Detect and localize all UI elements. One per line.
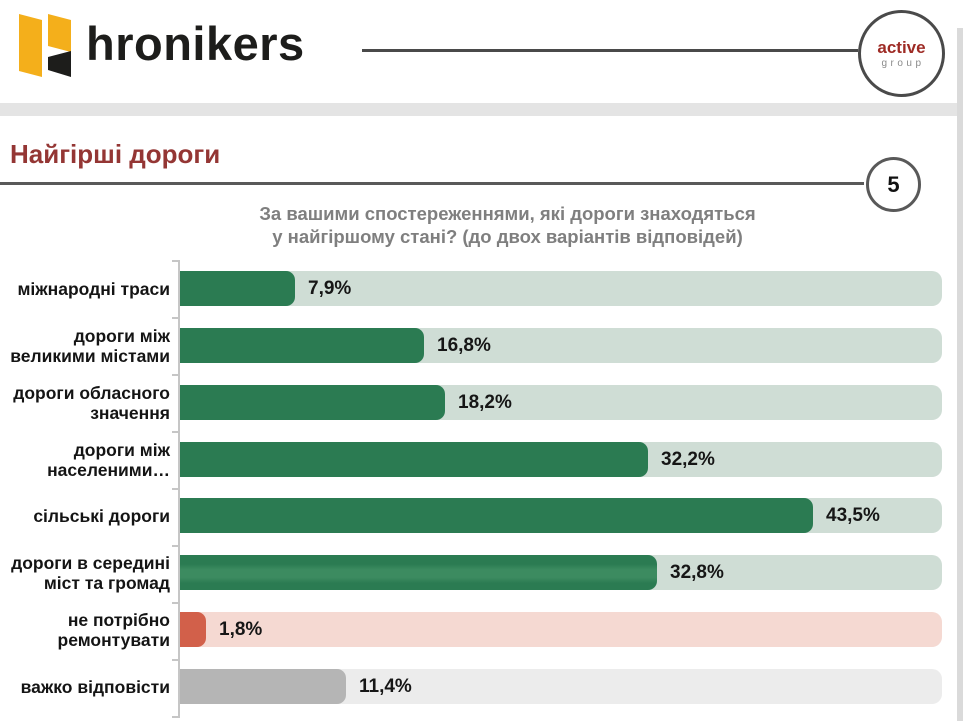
chart-row: сільські дороги 43,5% — [0, 498, 963, 533]
partner-name: active — [877, 37, 926, 57]
category-label: дороги в середині міст та громад — [11, 552, 170, 593]
axis-tick — [172, 260, 179, 262]
category-label: дороги між великими містами — [10, 325, 170, 366]
value-label: 18,2% — [458, 391, 512, 413]
chart-subtitle-line-1: За вашими спостереженнями, які дороги зн… — [259, 203, 756, 224]
chart-row: дороги обласного значення 18,2% — [0, 382, 963, 423]
y-axis-line — [178, 260, 180, 718]
page-number: 5 — [887, 171, 900, 197]
axis-tick — [172, 659, 179, 661]
category-label: сільські дороги — [33, 505, 170, 526]
value-label: 32,2% — [661, 448, 715, 470]
category-label: міжнародні траси — [17, 278, 170, 299]
value-label: 16,8% — [437, 334, 491, 356]
value-label: 43,5% — [826, 504, 880, 526]
category-label: не потрібно ремонтувати — [57, 609, 171, 650]
bar-fill — [180, 442, 648, 477]
axis-tick — [172, 488, 179, 490]
axis-tick — [172, 374, 179, 376]
chart-row: дороги між населеними… 32,2% — [0, 439, 963, 480]
right-edge-strip — [957, 28, 963, 721]
page-number-badge: 5 — [866, 157, 921, 212]
logo-right-panel — [48, 14, 71, 52]
category-label: дороги між населеними… — [47, 439, 170, 480]
chart-row: важко відповісти 11,4% — [0, 669, 963, 704]
logo-left-panel — [19, 14, 42, 77]
partner-subname: group — [881, 57, 925, 69]
logo-black-panel — [48, 51, 71, 77]
axis-tick — [172, 431, 179, 433]
chart-subtitle-line-2: у найгіршому стані? (до двох варіантів в… — [272, 226, 743, 247]
title-rule — [0, 182, 864, 185]
axis-tick — [172, 716, 179, 718]
axis-tick — [172, 545, 179, 547]
bar-fill — [180, 385, 445, 420]
value-label: 32,8% — [670, 561, 724, 583]
bar-fill — [180, 498, 813, 533]
partner-logo: active group — [858, 10, 945, 97]
chart-row: дороги між великими містами 16,8% — [0, 325, 963, 366]
divider-band — [0, 103, 963, 116]
bar-fill — [180, 328, 424, 363]
hronikers-icon — [19, 14, 71, 77]
bar-fill — [180, 669, 346, 704]
header-connector-line — [362, 49, 858, 52]
value-label: 7,9% — [308, 277, 352, 299]
chart-subtitle: За вашими спостереженнями, які дороги зн… — [180, 202, 835, 248]
category-label: важко відповісти — [20, 676, 170, 697]
bar-fill — [180, 612, 206, 647]
axis-tick — [172, 317, 179, 319]
slide-title: Найгірші дороги — [10, 139, 221, 169]
bar-fill — [180, 555, 657, 590]
chart-row: дороги в середині міст та громад 32,8% — [0, 552, 963, 593]
value-label: 1,8% — [219, 618, 263, 640]
chart-row: міжнародні траси 7,9% — [0, 271, 963, 306]
bar-track — [180, 271, 942, 306]
bar-track — [180, 612, 942, 647]
chart-row: не потрібно ремонтувати 1,8% — [0, 609, 963, 650]
axis-tick — [172, 602, 179, 604]
brand-wordmark: hronikers — [86, 17, 305, 70]
value-label: 11,4% — [359, 675, 412, 697]
category-label: дороги обласного значення — [13, 382, 170, 423]
bar-fill — [180, 271, 295, 306]
